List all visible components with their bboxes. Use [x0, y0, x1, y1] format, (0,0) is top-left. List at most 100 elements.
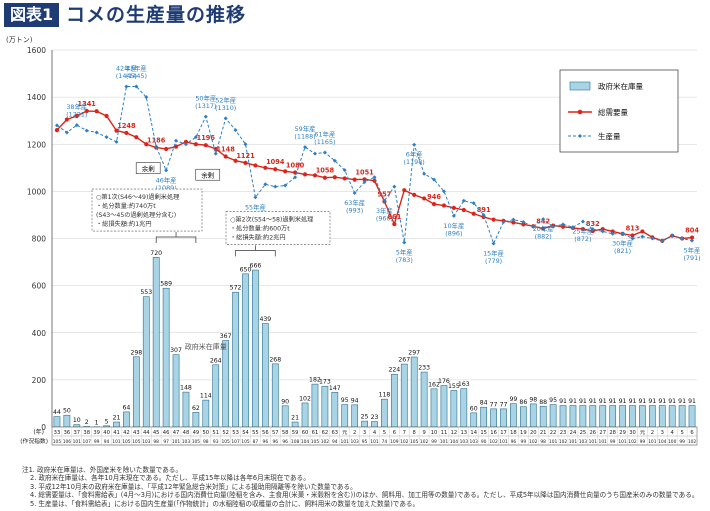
production-point — [402, 240, 407, 245]
x-yield-label: 101 — [569, 439, 578, 445]
demand-point — [412, 192, 417, 198]
demand-point — [491, 217, 496, 222]
production-year-label: 50年産 — [195, 94, 216, 103]
x-year-label: 40 — [103, 430, 110, 436]
stock-bar-value: 95 — [341, 397, 349, 404]
production-point — [114, 139, 119, 144]
stock-bar-value: 148 — [180, 385, 192, 392]
demand-point-label: 1341 — [78, 100, 97, 108]
production-point — [501, 220, 506, 225]
production-point — [650, 236, 655, 241]
demand-point — [74, 113, 79, 119]
stock-bar — [371, 421, 378, 428]
x-yield-label: 109 — [390, 439, 399, 445]
x-year-label: 18 — [510, 430, 517, 436]
stock-bar-value: 91 — [609, 398, 617, 405]
stock-bar-value: 91 — [619, 398, 627, 405]
demand-point — [471, 211, 476, 216]
x-yield-label: 94 — [104, 439, 110, 445]
y-tick-label: 1200 — [27, 140, 46, 149]
footnote: 注1. 政府米在庫量は、外国産米を除いた数量である。 — [22, 466, 182, 474]
disposal-bracket-1 — [155, 232, 197, 244]
demand-point — [332, 175, 337, 180]
stock-bar-value: 91 — [658, 398, 666, 405]
production-point — [303, 145, 308, 150]
stock-bar-value: 91 — [589, 398, 597, 405]
demand-point — [84, 108, 89, 114]
demand-point — [342, 176, 347, 181]
x-yield-label: 99 — [521, 439, 527, 445]
stock-bar-value: 91 — [599, 398, 607, 405]
x-year-label: 50 — [203, 430, 210, 436]
stock-bar — [549, 404, 557, 428]
stock-bar — [291, 421, 299, 428]
production-value-label: (783) — [396, 256, 413, 264]
stock-bar — [261, 323, 269, 428]
stock-bar-value: 21 — [291, 415, 299, 422]
production-year-label: 3年産 — [376, 206, 393, 215]
x-yield-label: 103 — [350, 439, 359, 445]
x-yield-label: 90 — [481, 439, 487, 445]
x-yield-label: 101 — [172, 439, 181, 445]
production-point — [54, 123, 59, 128]
footnotes: 注1. 政府米在庫量は、外国産米を除いた数量である。 2. 政府米在庫量は、各年… — [22, 466, 706, 508]
x-yield-label: 96 — [282, 439, 288, 445]
x-year-label: 49 — [193, 430, 200, 436]
x-year-label: 47 — [173, 430, 180, 436]
production-point — [74, 123, 79, 128]
x-year-label: 2 — [651, 430, 654, 436]
x-year-label: 元 — [342, 429, 347, 436]
demand-point-label: 1248 — [117, 122, 136, 130]
stock-bar-value: 62 — [192, 405, 200, 412]
stock-bar-value: 297 — [408, 350, 420, 357]
stock-bar-value: 91 — [688, 398, 696, 405]
stock-bar — [420, 371, 428, 428]
x-yield-label: 101 — [499, 439, 508, 445]
stock-bar — [341, 404, 349, 428]
x-yield-label: 102 — [321, 439, 330, 445]
x-yield-label: 103 — [142, 439, 151, 445]
production-point — [362, 179, 367, 184]
x-yield-label: 74 — [382, 439, 388, 445]
x-yield-label: 94 — [332, 439, 338, 445]
production-year-label: 43年産 — [126, 64, 147, 73]
production-point — [630, 236, 635, 241]
production-year-label: 59年産 — [295, 124, 316, 133]
production-point — [134, 84, 139, 89]
production-value-label: (1188) — [294, 133, 315, 141]
production-point — [263, 182, 268, 187]
y-axis: 0 200 400 600 800 1000 1200 1400 1600 (万トン) — [6, 36, 53, 432]
demand-point — [441, 203, 447, 208]
demand-point — [580, 226, 585, 232]
x-yield-label: 97 — [163, 439, 169, 445]
stock-bar-value: 91 — [569, 398, 577, 405]
x-yield-label: 87 — [253, 439, 259, 445]
demand-point-label: 804 — [685, 227, 699, 235]
demand-point — [283, 169, 288, 174]
x-yield-label: 105 — [53, 439, 62, 445]
stock-bar — [599, 405, 607, 428]
x-year-label: 元 — [640, 429, 645, 436]
production-point — [491, 241, 496, 246]
demand-point — [689, 235, 695, 240]
production-point — [332, 158, 337, 163]
x-year-label: 13 — [461, 430, 468, 436]
x-year-label: 43 — [133, 430, 140, 436]
stock-bar-value: 163 — [458, 381, 470, 388]
demand-point-label: 813 — [626, 224, 640, 232]
production-point — [104, 135, 109, 140]
stock-bar-value: 307 — [170, 347, 182, 354]
production-point — [352, 191, 357, 196]
surplus-label: 余剰 — [201, 171, 214, 180]
x-year-label: 56 — [262, 430, 269, 436]
x-year-label: 23 — [560, 430, 567, 436]
y-tick-label: 800 — [32, 235, 47, 244]
production-line — [56, 86, 693, 245]
stock-bar-value: 173 — [319, 379, 331, 386]
production-value-label: (1198) — [404, 158, 425, 166]
x-axis-table: 33 36 37 38 39 40 41 42 43 44 45 46 47 48 49 50 51 52 53 54… — [20, 426, 698, 446]
x-yield-label: 103 — [579, 439, 588, 445]
x-year-label: 63 — [332, 430, 339, 436]
production-point — [541, 217, 546, 222]
